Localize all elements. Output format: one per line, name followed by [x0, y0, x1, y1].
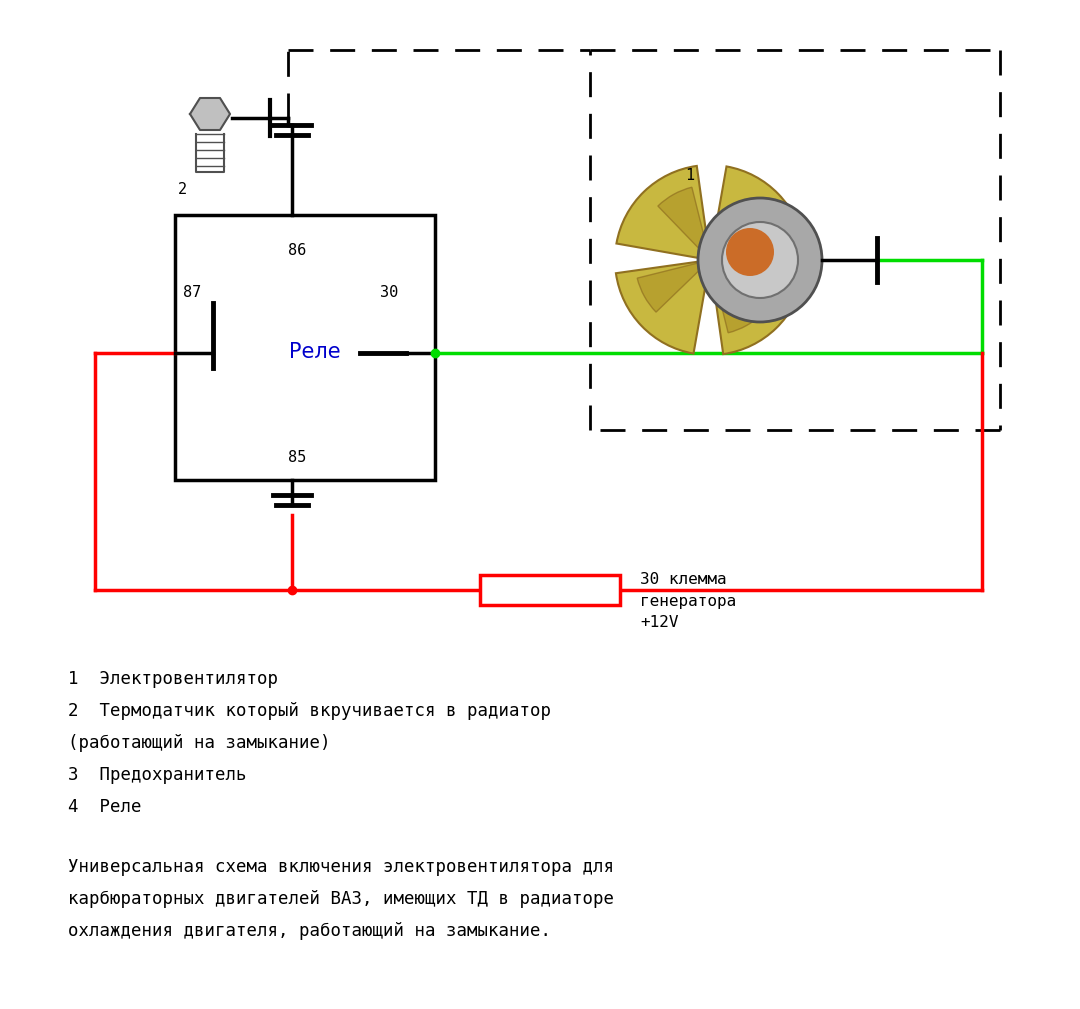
- Bar: [480, 575, 620, 605]
- Text: Реле: Реле: [289, 342, 341, 362]
- Text: Универсальная схема включения электровентилятора для: Универсальная схема включения электровен…: [68, 858, 615, 876]
- Wedge shape: [617, 165, 710, 260]
- Text: карбюраторных двигателей ВАЗ, имеющих ТД в радиаторе: карбюраторных двигателей ВАЗ, имеющих ТД…: [68, 890, 615, 908]
- Text: 4  Реле: 4 Реле: [68, 798, 141, 816]
- Circle shape: [698, 198, 822, 322]
- Text: 1: 1: [686, 167, 694, 183]
- Wedge shape: [637, 260, 710, 312]
- Text: охлаждения двигателя, работающий на замыкание.: охлаждения двигателя, работающий на замы…: [68, 922, 551, 940]
- Text: 85: 85: [288, 450, 306, 465]
- Circle shape: [726, 228, 774, 276]
- Text: 87: 87: [183, 285, 201, 300]
- Text: 30: 30: [380, 285, 399, 300]
- Polygon shape: [190, 98, 230, 130]
- Wedge shape: [658, 188, 710, 260]
- Bar: [175, 215, 435, 480]
- Text: 1  Электровентилятор: 1 Электровентилятор: [68, 670, 278, 688]
- Text: 3  Предохранитель: 3 Предохранитель: [68, 766, 246, 784]
- Text: 30 клемма
генератора
+12V: 30 клемма генератора +12V: [640, 572, 737, 631]
- Text: 2  Термодатчик который вкручивается в радиатор: 2 Термодатчик который вкручивается в рад…: [68, 702, 551, 720]
- Wedge shape: [710, 260, 762, 333]
- Text: (работающий на замыкание): (работающий на замыкание): [68, 734, 330, 752]
- Text: 2: 2: [177, 182, 187, 197]
- Wedge shape: [616, 260, 710, 353]
- Wedge shape: [710, 260, 804, 354]
- Circle shape: [723, 222, 798, 298]
- Wedge shape: [710, 208, 783, 260]
- Text: 86: 86: [288, 243, 306, 258]
- Wedge shape: [710, 166, 805, 260]
